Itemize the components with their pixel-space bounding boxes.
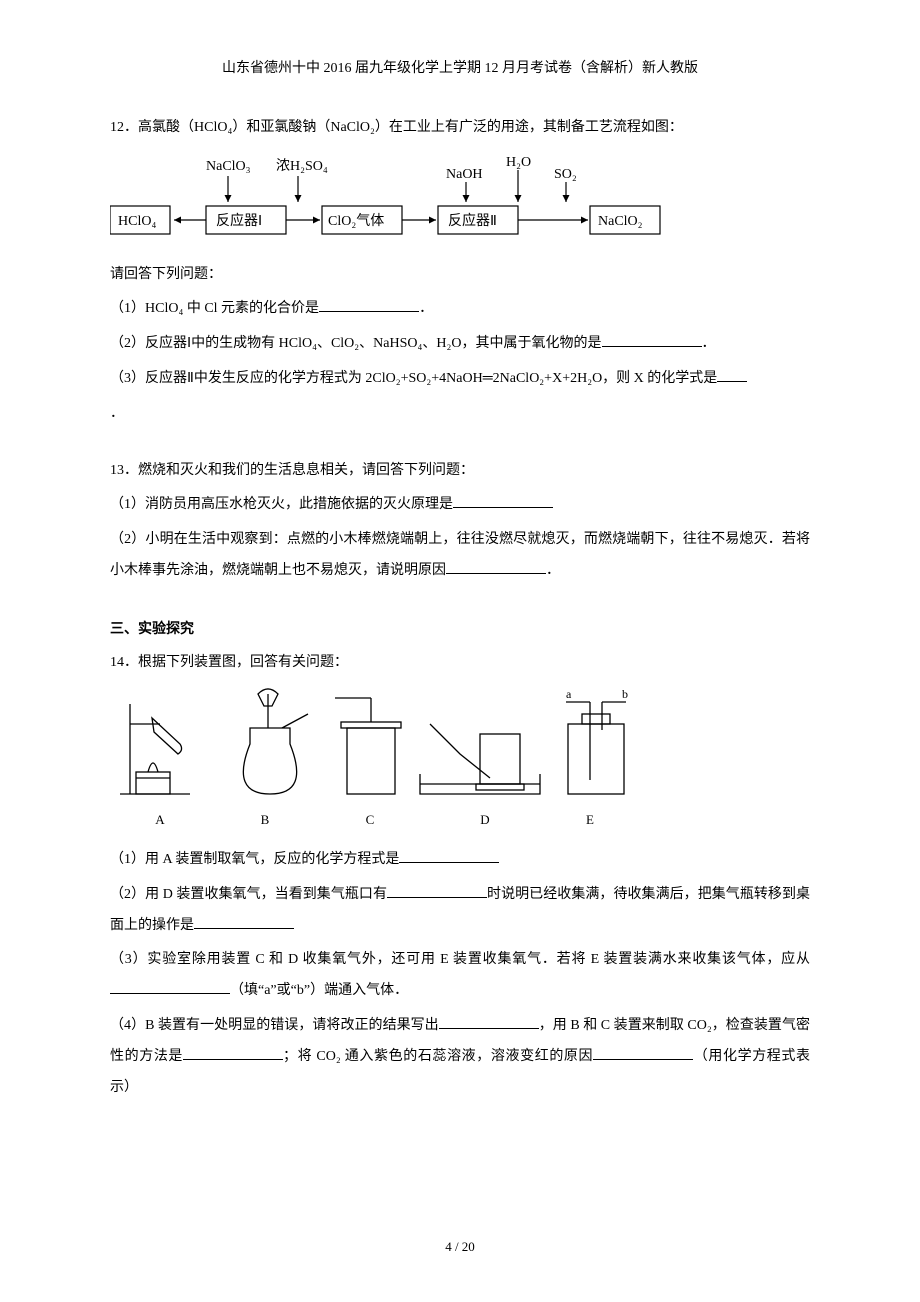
q14-apparatus-diagram: .ln{stroke:#000;stroke-width:1.3;fill:no… (110, 684, 810, 804)
q12-p3-end: ． (110, 399, 810, 430)
q14-labels: A B C D E (110, 806, 810, 835)
q14-p2a-text: （2）用 D 装置收集氧气，当看到集气瓶口有 (110, 887, 387, 902)
q14-p4a-text: （4）B 装置有一处明显的错误，请将改正的结果写出 (110, 1018, 439, 1033)
section3-title: 三、实验探究 (110, 613, 810, 644)
q12-prompt: 请回答下列问题： (110, 260, 810, 291)
q13-p2: （2）小明在生活中观察到：点燃的小木棒燃烧端朝上，往往没燃尽就熄灭，而燃烧端朝下… (110, 525, 810, 587)
blank (319, 297, 419, 312)
q12-p2-text: （2）反应器Ⅰ中的生成物有 HClO₄、ClO₂、NaHSO₄、H₂O，其中属于… (110, 336, 602, 351)
blank (717, 367, 747, 382)
page-header: 山东省德州十中 2016 届九年级化学上学期 12 月月考试卷（含解析）新人教版 (110, 54, 810, 85)
blank (183, 1044, 283, 1059)
q13-p1: （1）消防员用高压水枪灭火，此措施依据的灭火原理是 (110, 490, 810, 521)
q12-p1: （1）HClO₄ 中 Cl 元素的化合价是 ． (110, 294, 810, 325)
q12-p3-text: （3）反应器Ⅱ中发生反应的化学方程式为 2ClO₂+SO₂+4NaOH═2NaC… (110, 371, 717, 386)
flow-in1a: NaClO₃ (206, 159, 251, 174)
flow-in2b: H₂O (506, 155, 531, 170)
blank (602, 332, 702, 347)
blank (439, 1014, 539, 1029)
flow-reactor1: 反应器Ⅰ (216, 212, 262, 229)
label-d: D (420, 806, 550, 835)
flow-mid: ClO₂气体 (328, 213, 384, 229)
blank (446, 559, 546, 574)
flow-in2a: NaOH (446, 167, 483, 182)
q12-p2-end: ． (702, 336, 716, 351)
q13-stem: 13．燃烧和灭火和我们的生活息息相关，请回答下列问题： (110, 456, 810, 487)
svg-label-b: b (622, 687, 628, 701)
label-a: A (110, 806, 210, 835)
blank (399, 848, 499, 863)
svg-label-a: a (566, 687, 572, 701)
blank (194, 913, 294, 928)
label-c: C (320, 806, 420, 835)
flow-in2c: SO₂ (554, 167, 577, 182)
q12-p1-end: ． (419, 301, 433, 316)
q14-stem: 14．根据下列装置图，回答有关问题： (110, 648, 810, 679)
flow-in1b: 浓H₂SO₄ (276, 158, 328, 174)
q13-p1-text: （1）消防员用高压水枪灭火，此措施依据的灭火原理是 (110, 497, 453, 512)
q12-flow-diagram: .bx{fill:#fff;stroke:#000;stroke-width:1… (110, 150, 810, 250)
blank (110, 979, 230, 994)
flow-reactor2: 反应器Ⅱ (448, 212, 497, 229)
q14-p1-text: （1）用 A 装置制取氧气，反应的化学方程式是 (110, 852, 399, 867)
label-e: E (550, 806, 630, 835)
q14-p3b-text: （填“a”或“b”）端通入气体． (230, 983, 408, 998)
q12-stem: 12．高氯酸（HClO₄）和亚氯酸钠（NaClO₂）在工业上有广泛的用途，其制备… (110, 113, 810, 144)
q14-p1: （1）用 A 装置制取氧气，反应的化学方程式是 (110, 845, 810, 876)
q12-p2: （2）反应器Ⅰ中的生成物有 HClO₄、ClO₂、NaHSO₄、H₂O，其中属于… (110, 329, 810, 360)
q14-p2: （2）用 D 装置收集氧气，当看到集气瓶口有时说明已经收集满，待收集满后，把集气… (110, 880, 810, 942)
q14-p3a-text: （3）实验室除用装置 C 和 D 收集氧气外，还可用 E 装置收集氧气．若将 E… (110, 952, 810, 967)
q14-p4: （4）B 装置有一处明显的错误，请将改正的结果写出，用 B 和 C 装置来制取 … (110, 1011, 810, 1103)
blank (593, 1044, 693, 1059)
q12-p1-text: （1）HClO₄ 中 Cl 元素的化合价是 (110, 301, 319, 316)
q14-p3: （3）实验室除用装置 C 和 D 收集氧气外，还可用 E 装置收集氧气．若将 E… (110, 945, 810, 1007)
blank (387, 882, 487, 897)
blank (453, 493, 553, 508)
page-footer: 4 / 20 (0, 1233, 920, 1262)
q13-p2-end: ． (546, 563, 560, 578)
flow-box-right: NaClO₂ (598, 214, 643, 229)
q12-p3: （3）反应器Ⅱ中发生反应的化学方程式为 2ClO₂+SO₂+4NaOH═2NaC… (110, 364, 810, 395)
q14-p4c-text: ；将 CO₂ 通入紫色的石蕊溶液，溶液变红的原因 (283, 1049, 593, 1064)
label-b: B (210, 806, 320, 835)
flow-box-left: HClO₄ (118, 214, 156, 229)
